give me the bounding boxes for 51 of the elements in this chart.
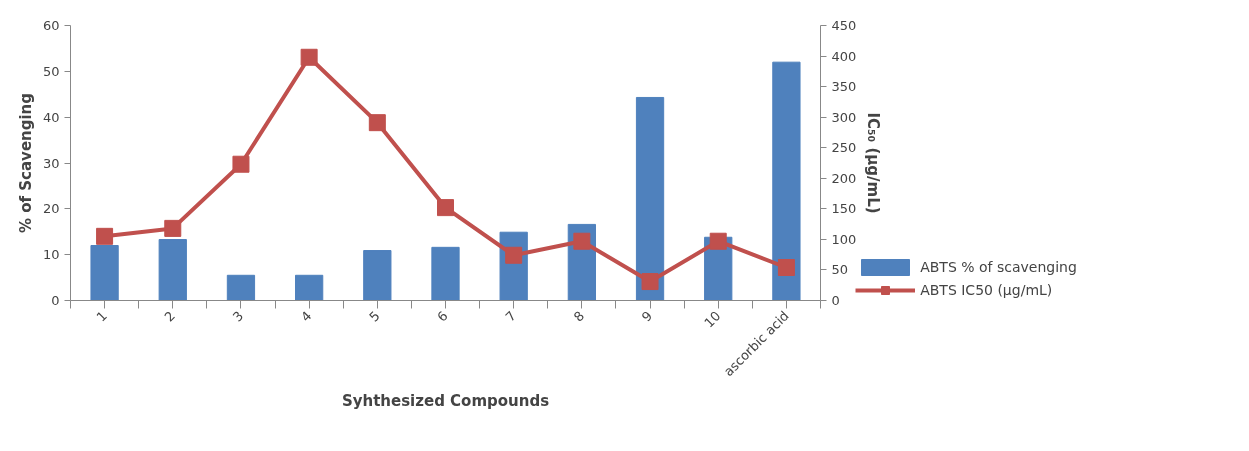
- y2-tick-label: 0: [831, 293, 840, 308]
- y2-tick-label: 450: [831, 18, 857, 33]
- y2-tick-label: 350: [831, 79, 857, 95]
- y2-tick-label: 250: [831, 140, 857, 156]
- y2-tick-label: 200: [831, 170, 857, 186]
- x-tick-label: 9: [638, 308, 656, 325]
- y2-tick-label: 150: [831, 201, 857, 217]
- y2-tick-label: 50: [831, 262, 849, 278]
- y-tick-label: 20: [42, 201, 60, 217]
- bar: [363, 250, 392, 301]
- y-tick-label: 60: [42, 18, 60, 33]
- point: [300, 48, 318, 66]
- bar: [635, 96, 665, 301]
- y-axis-title: % of Scavenging: [16, 92, 35, 234]
- x-tick-label: 4: [297, 308, 315, 325]
- point: [368, 114, 386, 132]
- y-tick-label: 30: [42, 155, 60, 171]
- y-tick-label: 10: [42, 247, 60, 263]
- y2-tick-label: 400: [831, 48, 857, 64]
- y-tick-label: 50: [42, 63, 60, 79]
- x-tick-label: 8: [570, 308, 588, 325]
- y2-tick-label: 300: [831, 109, 857, 125]
- bar: [90, 245, 119, 301]
- point: [232, 155, 250, 173]
- x-tick-label: 1: [93, 308, 110, 325]
- x-tick-label: 2: [161, 308, 179, 325]
- point: [777, 259, 795, 276]
- x-tick-label: 3: [229, 308, 247, 325]
- y-tick-label: 40: [42, 109, 60, 125]
- x-tick-label: 10: [701, 308, 724, 331]
- bar: [431, 246, 460, 301]
- point: [641, 273, 659, 291]
- point: [573, 232, 591, 250]
- point: [96, 227, 114, 245]
- bar: [295, 274, 324, 301]
- x-axis-title: Syhthesized Compounds: [341, 392, 550, 411]
- x-tick-label: 5: [366, 308, 383, 325]
- point: [709, 232, 727, 250]
- y2-tick-label: 100: [831, 231, 857, 247]
- y-tick-label: 0: [51, 293, 60, 308]
- legend-label: ABTS % of scavenging: [920, 259, 1077, 275]
- y2-axis-title: IC₅₀ (µg/mL): [864, 112, 883, 214]
- bar: [158, 239, 187, 301]
- point: [437, 199, 454, 217]
- legend-label: ABTS IC50 (µg/mL): [920, 282, 1053, 298]
- point: [164, 219, 182, 237]
- bar: [772, 61, 801, 301]
- x-tick-label: 7: [502, 308, 519, 325]
- point: [505, 246, 523, 264]
- bar: [226, 274, 256, 301]
- x-tick-label: 6: [434, 308, 451, 325]
